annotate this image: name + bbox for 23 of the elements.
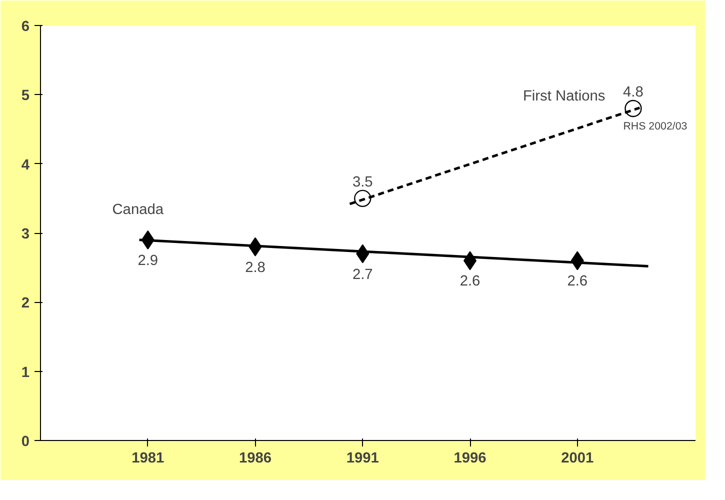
x-tick-label: 1981 (132, 450, 164, 466)
data-label: 2.6 (567, 274, 588, 290)
y-tick-label: 5 (21, 88, 30, 104)
data-label: 2.7 (352, 266, 373, 283)
series-label: First Nations (522, 88, 606, 104)
data-label: 3.5 (352, 174, 373, 190)
x-tick-label: 2001 (561, 450, 594, 466)
y-tick-label: 3 (21, 226, 30, 242)
y-tick-label: 0 (21, 434, 30, 450)
series-label: Canada (112, 202, 164, 218)
x-tick-label: 1991 (346, 450, 379, 466)
annotation: RHS 2002/03 (623, 120, 688, 132)
point (354, 190, 372, 207)
data-label: 2.6 (460, 274, 480, 290)
y-tick-label: 2 (21, 296, 30, 312)
data-label: 2.8 (245, 260, 266, 276)
data-label: 4.8 (623, 84, 644, 100)
y-tick-label: 1 (21, 364, 30, 381)
x-tick-label: 1986 (238, 450, 272, 466)
y-tick-label: 6 (21, 19, 30, 35)
data-label: 2.9 (138, 252, 158, 269)
x-tick-label: 1996 (454, 450, 486, 466)
y-tick-label: 4 (21, 157, 30, 174)
